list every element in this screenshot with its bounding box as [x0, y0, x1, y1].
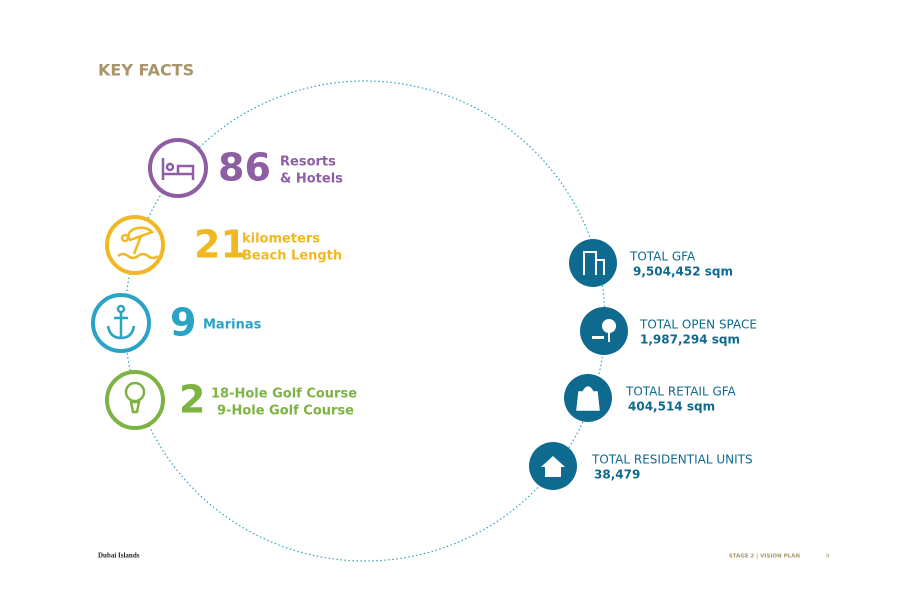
park-icon: [592, 319, 616, 342]
stat-label: TOTAL OPEN SPACE: [639, 318, 757, 332]
stat-value: 9,504,452 sqm: [633, 265, 733, 279]
bed-icon: [161, 158, 195, 180]
fact-label: & Hotels: [280, 172, 343, 187]
bag-icon: [576, 386, 600, 411]
stat-icon: [580, 307, 628, 355]
page-number: 9: [826, 554, 830, 560]
building-icon: [583, 251, 605, 275]
stat-value: 38,479: [594, 468, 640, 482]
fact-number: 9: [170, 301, 196, 345]
stat-value: 1,987,294 sqm: [640, 333, 740, 347]
fact-label: 18-Hole Golf Course: [211, 387, 357, 402]
stat-label: TOTAL GFA: [629, 250, 696, 264]
fact-number: 21: [194, 223, 247, 267]
footer-right: STAGE 2 | VISION PLAN: [729, 554, 801, 560]
stat-label: TOTAL RESIDENTIAL UNITS: [591, 453, 753, 467]
fact-label: Beach Length: [242, 249, 342, 264]
fact-label: 9-Hole Golf Course: [217, 404, 354, 419]
fact-number: 86: [218, 146, 271, 190]
fact-label: Resorts: [280, 155, 336, 170]
stat-label: TOTAL RETAIL GFA: [625, 385, 737, 399]
stat-value: 404,514 sqm: [628, 400, 715, 414]
footer-left: Dubai Islands: [98, 552, 140, 560]
house-icon: [541, 456, 565, 477]
fact-icon: [105, 215, 165, 275]
fact-label: Marinas: [203, 318, 262, 333]
stat-icon: [569, 239, 617, 287]
title: KEY FACTS: [98, 61, 194, 80]
anchor-icon: [106, 304, 136, 340]
fact-label: kilometers: [242, 232, 320, 247]
fact-number: 2: [179, 378, 205, 422]
umbrella-icon: [117, 226, 159, 260]
golf-icon: [124, 381, 146, 414]
